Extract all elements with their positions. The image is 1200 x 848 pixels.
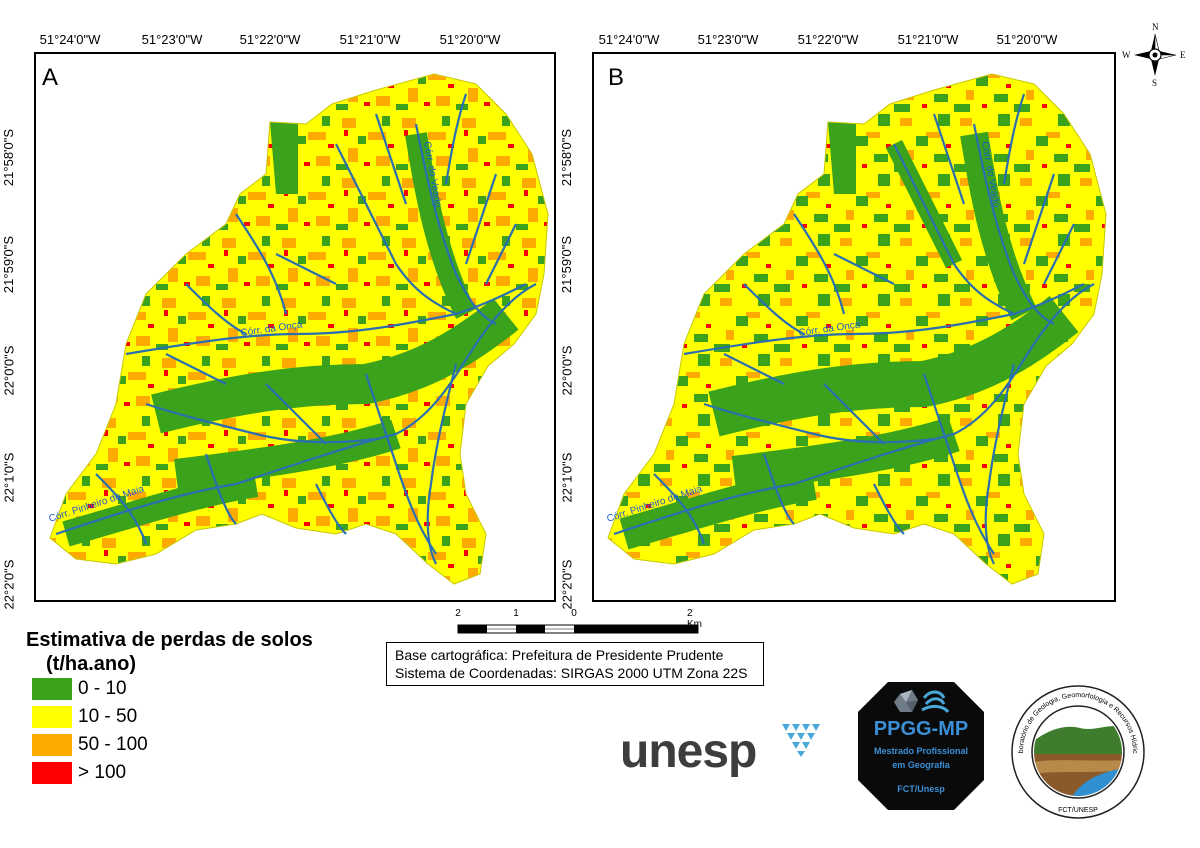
legend-label-very-high: > 100 (78, 762, 127, 783)
compass-s-label: S (1152, 78, 1158, 88)
lat-tick-a-1: 21°58'0"S (1, 128, 17, 187)
lat-tick-a-2: 21°59'0"S (1, 235, 17, 294)
lon-tick-b-1: 51°24'0"W (598, 32, 660, 47)
legend-swatch-low (32, 678, 72, 700)
map-frame-a: A (34, 52, 556, 602)
legend-label-high: 50 - 100 (78, 734, 148, 755)
scale-bar: 2 1 0 2 Km (450, 608, 720, 638)
scale-label-1: 1 (513, 608, 519, 619)
info-crs-line: Sistema de Coordenadas: SIRGAS 2000 UTM … (395, 665, 748, 681)
compass-w-label: W (1122, 50, 1131, 60)
lab-geology-logo: Laboratório de Geologia, Geomorfologia e… (1008, 679, 1146, 820)
legend-swatch-high (32, 734, 72, 756)
legend-units: (t/ha.ano) (46, 653, 136, 675)
panel-letter-a: A (42, 64, 59, 91)
lon-tick-a-4: 51°21'0"W (339, 32, 401, 47)
lon-tick-b-3: 51°22'0"W (797, 32, 859, 47)
lon-tick-b-4: 51°21'0"W (897, 32, 959, 47)
lat-tick-b-3: 22°0'0"S (559, 345, 575, 396)
info-base-line: Base cartográfica: Prefeitura de Preside… (395, 647, 724, 663)
lon-tick-a-1: 51°24'0"W (39, 32, 101, 47)
lat-tick-b-5: 22°2'0"S (559, 559, 575, 610)
legend-title: Estimativa de perdas de solos (26, 629, 313, 651)
ppgg-line2: em Geografia (892, 760, 950, 770)
lon-tick-b-2: 51°23'0"W (697, 32, 759, 47)
erosion-map-b: Córr. do Veado Córr. da Onça Córr. Pinhe… (606, 73, 1107, 585)
drainage-network-a (55, 93, 537, 565)
ppgg-title: PPGG-MP (873, 718, 969, 740)
unesp-logo: unesp (620, 718, 830, 798)
legend-item-very-high: > 100 (32, 762, 126, 784)
lat-tick-b-2: 21°59'0"S (559, 235, 575, 294)
lon-tick-a-3: 51°22'0"W (239, 32, 301, 47)
ppgg-mp-logo: PPGG-MP Mestrado Profissional em Geograf… (856, 680, 986, 812)
legend-item-high: 50 - 100 (32, 734, 148, 756)
compass-rose-icon (1134, 33, 1177, 76)
compass-n-label: N (1152, 22, 1159, 32)
cartographic-info-box: Base cartográfica: Prefeitura de Preside… (386, 642, 764, 686)
lon-tick-a-5: 51°20'0"W (439, 32, 501, 47)
compass-e-label: E (1180, 50, 1186, 60)
unesp-wordmark: unesp (620, 725, 757, 778)
lon-tick-a-2: 51°23'0"W (141, 32, 203, 47)
legend-swatch-very-high (32, 762, 72, 784)
unesp-triangles-icon (782, 724, 820, 757)
drainage-network-b (613, 93, 1095, 565)
scale-bar-graphic (457, 624, 699, 634)
lat-tick-a-5: 22°2'0"S (1, 559, 17, 610)
lat-tick-a-3: 22°0'0"S (1, 345, 17, 396)
erosion-map-a: Córr. do Veado Córr. da Onça Córr. Pinhe… (48, 73, 549, 585)
ppgg-line1: Mestrado Profissional (873, 746, 969, 756)
north-arrow: N S W E (1122, 20, 1188, 90)
lat-tick-b-4: 22°1'0"S (559, 452, 575, 503)
ppgg-line3: FCT/Unesp (897, 784, 945, 794)
legend-item-low: 0 - 10 (32, 678, 127, 700)
legend-label-low: 0 - 10 (78, 678, 127, 699)
lab-bottom-text: FCT/UNESP (1058, 807, 1098, 814)
legend-item-medium: 10 - 50 (32, 706, 137, 728)
scale-label-2-left: 2 (455, 608, 461, 619)
lab-seal-icon: Laboratório de Geologia, Geomorfologia e… (1008, 679, 1145, 819)
ppgg-badge-icon (858, 682, 984, 810)
legend-swatch-medium (32, 706, 72, 728)
scale-label-0: 0 (571, 608, 577, 619)
lat-tick-b-1: 21°58'0"S (559, 128, 575, 187)
lat-tick-a-4: 22°1'0"S (1, 452, 17, 503)
lon-tick-b-5: 51°20'0"W (996, 32, 1058, 47)
panel-letter-b: B (608, 64, 625, 91)
map-frame-b: B (592, 52, 1116, 602)
legend-label-medium: 10 - 50 (78, 706, 138, 727)
